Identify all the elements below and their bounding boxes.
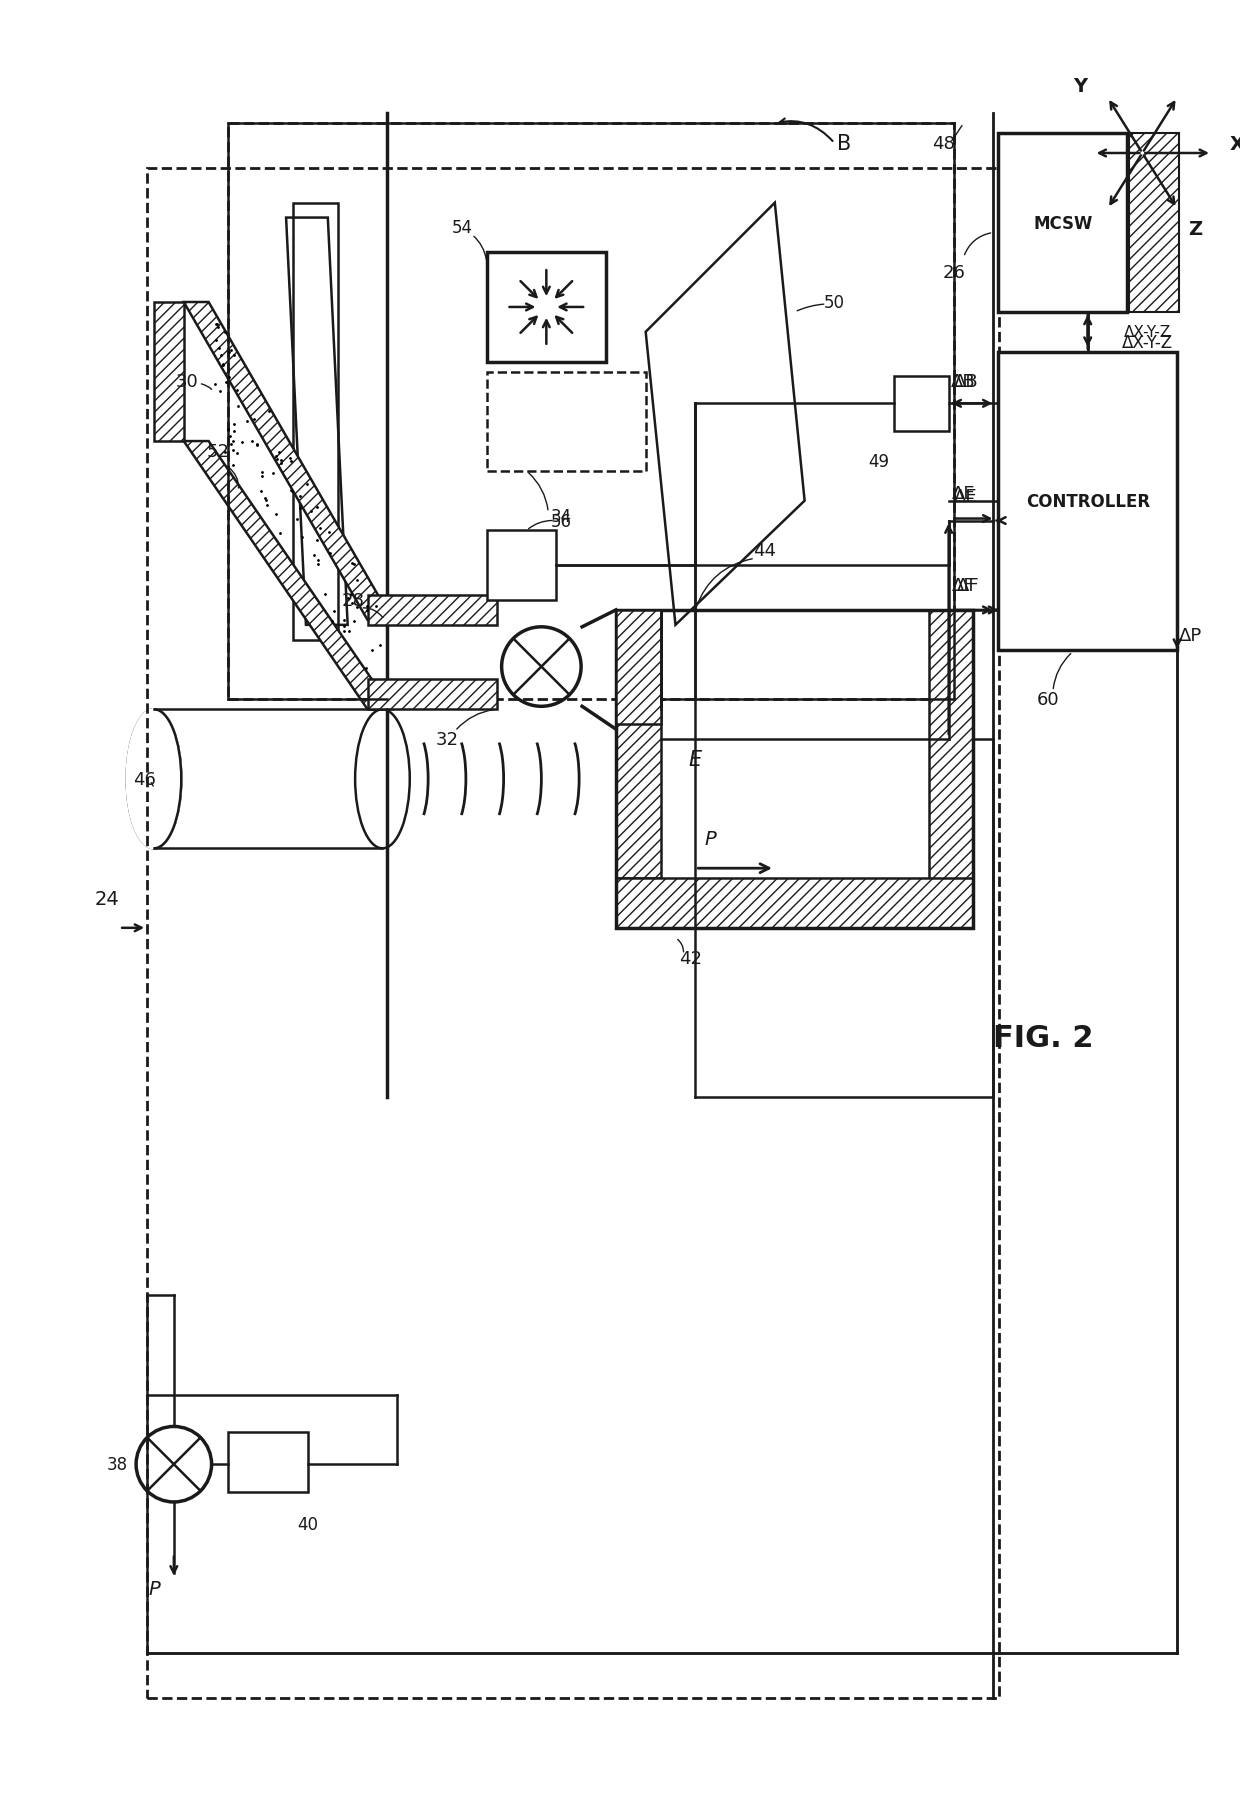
Bar	[367, 595, 497, 626]
Text: ΔX-Y-Z: ΔX-Y-Z	[1122, 334, 1173, 352]
Bar	[148, 169, 999, 1697]
Bar	[616, 611, 973, 928]
Text: ΔB: ΔB	[951, 374, 976, 392]
Text: Y: Y	[1073, 77, 1086, 95]
Text: E: E	[688, 750, 702, 770]
Text: ΔE: ΔE	[952, 484, 976, 502]
Bar	[894, 378, 949, 432]
Text: 56: 56	[551, 512, 572, 530]
Bar	[1130, 135, 1179, 313]
Text: ΔE: ΔE	[954, 487, 977, 505]
Text: X: X	[1229, 135, 1240, 153]
Text: 42: 42	[678, 949, 702, 967]
Bar	[487, 372, 646, 471]
Text: 26: 26	[942, 264, 965, 282]
Text: ΔX-Y-Z: ΔX-Y-Z	[1123, 325, 1171, 340]
Text: 46: 46	[133, 770, 155, 788]
Text: FIG. 2: FIG. 2	[993, 1023, 1094, 1052]
Bar	[154, 302, 184, 442]
Bar	[998, 135, 1127, 313]
Text: P: P	[704, 829, 717, 849]
Bar	[228, 124, 954, 699]
Text: 48: 48	[932, 135, 955, 153]
Text: ΔF: ΔF	[952, 577, 975, 595]
Bar	[616, 879, 973, 928]
Bar	[228, 1433, 308, 1492]
Ellipse shape	[126, 710, 181, 849]
Text: P: P	[148, 1579, 160, 1598]
Bar	[487, 254, 606, 363]
Text: 52: 52	[207, 442, 231, 460]
Text: 54: 54	[451, 219, 472, 237]
Text: 24: 24	[95, 888, 119, 908]
Polygon shape	[184, 442, 392, 710]
Text: 50: 50	[823, 293, 844, 311]
Bar	[998, 352, 1177, 651]
Text: 34: 34	[551, 507, 572, 525]
Bar	[367, 680, 497, 710]
Bar	[616, 611, 661, 879]
Text: 28: 28	[341, 592, 365, 610]
Bar	[487, 530, 557, 601]
Circle shape	[136, 1426, 212, 1501]
Text: 60: 60	[1037, 690, 1059, 708]
Text: ΔF: ΔF	[957, 577, 980, 595]
Text: 30: 30	[175, 374, 198, 392]
Text: 38: 38	[107, 1455, 128, 1473]
Bar	[616, 611, 661, 725]
Text: 49: 49	[868, 453, 889, 471]
Text: 32: 32	[435, 730, 459, 748]
Text: B: B	[837, 135, 852, 155]
Text: MCSW: MCSW	[1033, 214, 1092, 232]
Text: CONTROLLER: CONTROLLER	[1025, 493, 1149, 511]
Bar	[929, 611, 973, 928]
Text: 40: 40	[298, 1516, 319, 1534]
Polygon shape	[184, 302, 392, 620]
Text: ΔP: ΔP	[1178, 626, 1202, 644]
Text: ΔB: ΔB	[955, 374, 978, 392]
Text: Z: Z	[1188, 219, 1202, 239]
Text: 44: 44	[754, 541, 776, 559]
